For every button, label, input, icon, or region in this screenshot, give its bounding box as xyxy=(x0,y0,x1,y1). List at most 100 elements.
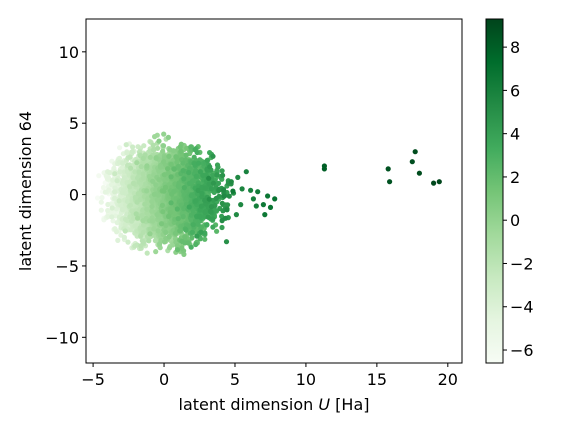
data-point xyxy=(127,154,133,160)
data-point xyxy=(157,241,163,247)
data-point xyxy=(177,144,183,150)
data-point xyxy=(144,206,150,212)
data-point xyxy=(173,154,179,160)
data-point xyxy=(105,214,111,220)
data-point xyxy=(133,211,139,217)
data-point xyxy=(151,226,157,232)
data-point xyxy=(163,229,169,235)
data-point xyxy=(125,239,131,245)
data-point xyxy=(165,134,171,140)
data-point xyxy=(144,250,150,256)
data-point xyxy=(105,201,111,208)
data-point xyxy=(150,218,156,224)
data-point xyxy=(149,208,155,214)
data-point xyxy=(114,178,120,184)
data-point xyxy=(140,175,147,181)
data-point xyxy=(152,134,158,140)
data-point xyxy=(138,233,144,239)
data-point xyxy=(149,203,155,210)
data-point xyxy=(137,196,143,203)
data-point xyxy=(141,143,147,149)
data-point xyxy=(110,177,116,183)
data-point xyxy=(122,228,128,234)
data-point xyxy=(99,195,105,201)
data-point xyxy=(106,175,112,181)
data-point xyxy=(140,218,146,224)
data-point xyxy=(120,160,126,166)
data-point xyxy=(109,205,115,211)
data-point xyxy=(138,164,144,170)
data-point xyxy=(159,202,165,208)
data-point xyxy=(142,201,148,207)
data-point xyxy=(149,199,155,205)
data-point xyxy=(140,155,146,161)
data-point xyxy=(144,188,150,194)
data-point xyxy=(98,207,104,213)
data-point xyxy=(98,199,104,205)
data-point xyxy=(100,184,107,191)
data-point xyxy=(141,159,147,165)
data-point xyxy=(125,198,131,204)
data-point xyxy=(161,131,167,137)
data-point xyxy=(154,197,161,203)
data-point xyxy=(166,245,173,251)
data-point xyxy=(122,190,128,196)
data-point xyxy=(150,142,156,148)
data-point xyxy=(134,160,140,166)
data-point xyxy=(158,221,165,227)
data-point xyxy=(136,169,142,175)
data-point xyxy=(166,153,172,159)
data-point xyxy=(128,165,134,171)
scatter-points xyxy=(95,131,442,257)
data-point xyxy=(155,145,161,151)
data-point xyxy=(160,209,166,215)
data-point xyxy=(147,154,153,160)
data-point xyxy=(129,149,135,155)
data-point xyxy=(109,214,115,220)
data-point xyxy=(135,215,141,221)
data-point xyxy=(144,163,150,169)
data-point xyxy=(165,166,171,172)
data-point xyxy=(160,143,167,149)
data-point xyxy=(130,144,136,150)
data-point xyxy=(153,249,159,255)
data-point xyxy=(114,229,120,235)
data-point xyxy=(146,238,152,244)
data-point xyxy=(140,171,146,177)
data-point xyxy=(119,206,125,213)
data-point xyxy=(160,148,166,154)
data-point xyxy=(116,198,122,204)
data-point xyxy=(107,170,113,176)
data-point xyxy=(102,189,108,195)
data-point xyxy=(139,212,145,218)
data-point xyxy=(166,233,172,240)
data-point xyxy=(123,142,129,148)
data-point xyxy=(121,234,127,240)
data-point xyxy=(150,147,157,153)
data-point xyxy=(109,182,115,188)
data-point xyxy=(119,164,126,171)
data-point xyxy=(155,228,161,234)
data-point xyxy=(147,231,153,237)
data-point xyxy=(153,155,159,161)
data-point xyxy=(115,237,121,243)
data-point xyxy=(124,217,130,224)
data-point xyxy=(127,202,134,208)
data-point xyxy=(102,180,108,186)
data-point xyxy=(153,182,159,188)
data-point xyxy=(161,159,167,165)
data-point xyxy=(117,145,123,151)
data-point xyxy=(140,229,146,235)
data-point xyxy=(105,207,111,214)
data-point xyxy=(112,171,118,177)
data-point xyxy=(131,180,137,186)
data-point xyxy=(112,195,118,201)
data-point xyxy=(112,189,118,195)
data-point xyxy=(121,175,127,181)
data-point xyxy=(135,191,141,197)
data-point xyxy=(95,195,101,201)
data-point xyxy=(124,150,130,156)
data-point xyxy=(96,173,102,179)
